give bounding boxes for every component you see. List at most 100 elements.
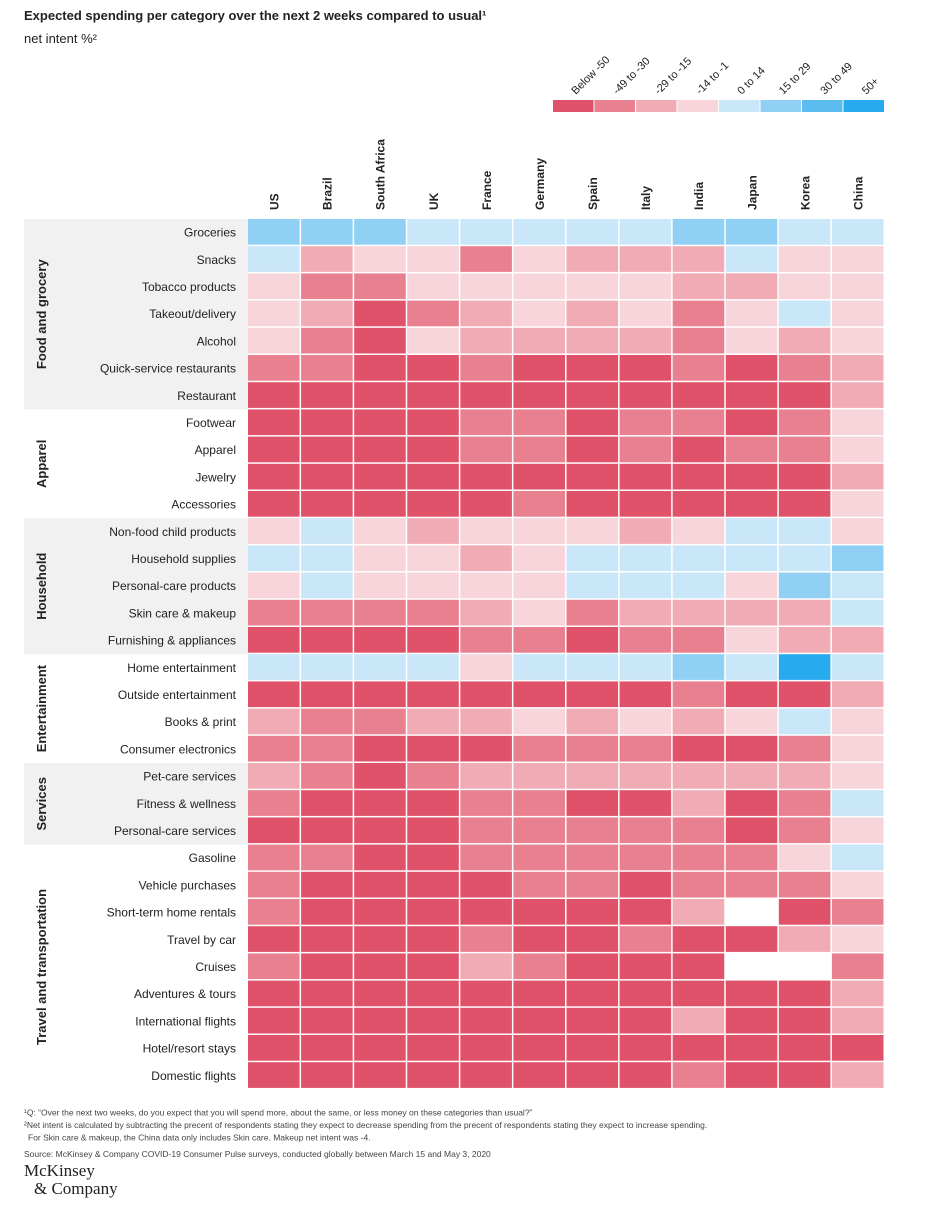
- heat-cell: [725, 844, 778, 871]
- heat-cell: [778, 246, 831, 272]
- heat-cell: [460, 953, 512, 980]
- heat-cell: [566, 735, 619, 762]
- heat-cell: [619, 871, 672, 898]
- heat-cell: [354, 409, 406, 436]
- heat-cell: [831, 681, 884, 708]
- row-label: Personal-care products: [112, 579, 236, 593]
- group-label: Apparel: [34, 440, 49, 488]
- heat-cell: [513, 409, 565, 436]
- heat-cell: [566, 273, 619, 300]
- heat-cell: [248, 790, 300, 816]
- heat-cell: [513, 246, 565, 272]
- heat-cell: [248, 735, 300, 762]
- heat-cell: [566, 599, 619, 626]
- heat-cell: [460, 463, 512, 490]
- heat-cell: [566, 980, 619, 1007]
- heat-cell: [778, 219, 831, 245]
- heat-cell: [831, 219, 884, 245]
- heat-cell: [566, 763, 619, 789]
- legend-swatch: [636, 100, 677, 112]
- row-label: Jewelry: [195, 470, 236, 484]
- heat-cell: [831, 980, 884, 1007]
- heat-cell: [566, 844, 619, 871]
- heat-cell: [672, 382, 725, 408]
- heat-cell: [460, 355, 512, 381]
- heat-cell: [831, 735, 884, 762]
- row-label: Apparel: [195, 443, 236, 457]
- heat-cell: [248, 409, 300, 436]
- heat-cell: [778, 355, 831, 381]
- group-band: [24, 518, 248, 655]
- footnote: Source: McKinsey & Company COVID-19 Cons…: [24, 1149, 491, 1159]
- heat-cell: [407, 708, 459, 735]
- heat-cell: [460, 817, 512, 844]
- heat-cell: [407, 790, 459, 816]
- heat-cell: [513, 1062, 565, 1088]
- heat-cell: [619, 1007, 672, 1034]
- heat-cell: [619, 654, 672, 680]
- heat-cell: [672, 1007, 725, 1034]
- heat-cell: [407, 1035, 459, 1061]
- heat-cell: [619, 300, 672, 327]
- heat-cell: [778, 654, 831, 680]
- heat-cell: [407, 436, 459, 463]
- heat-cell: [566, 463, 619, 490]
- heat-cell: [407, 246, 459, 272]
- heat-cell: [725, 1007, 778, 1034]
- heat-cell: [672, 681, 725, 708]
- heat-cell: [513, 219, 565, 245]
- heat-cell: [460, 871, 512, 898]
- heat-cell: [619, 627, 672, 653]
- heat-cell: [725, 980, 778, 1007]
- group-band: [24, 219, 248, 410]
- heat-cell: [831, 1035, 884, 1061]
- row-label: Quick-service restaurants: [100, 362, 236, 376]
- heat-cell: [248, 817, 300, 844]
- heat-cell: [460, 627, 512, 653]
- heat-cell: [725, 790, 778, 816]
- heat-cell: [301, 654, 353, 680]
- footnote: For Skin care & makeup, the China data o…: [28, 1132, 371, 1142]
- heat-cell: [248, 1007, 300, 1034]
- heat-cell: [831, 409, 884, 436]
- heat-cell: [248, 899, 300, 925]
- heat-cell: [513, 627, 565, 653]
- row-label: Personal-care services: [114, 824, 236, 838]
- heat-cell: [566, 572, 619, 599]
- row-label: Travel by car: [167, 933, 236, 947]
- heat-cell: [301, 273, 353, 300]
- heat-cell: [354, 518, 406, 544]
- heat-cell: [672, 871, 725, 898]
- row-label: Restaurant: [177, 389, 236, 403]
- heat-cell: [778, 844, 831, 871]
- heat-cell: [725, 953, 778, 980]
- heat-cell: [460, 518, 512, 544]
- heat-cell: [619, 681, 672, 708]
- heat-cell: [460, 436, 512, 463]
- heat-cell: [778, 599, 831, 626]
- column-label: India: [692, 182, 706, 210]
- heat-cell: [301, 844, 353, 871]
- heat-cell: [619, 899, 672, 925]
- heat-cell: [778, 817, 831, 844]
- column-label: China: [851, 176, 865, 210]
- heat-cell: [725, 409, 778, 436]
- heat-cell: [831, 246, 884, 272]
- heat-cell: [460, 708, 512, 735]
- heat-cell: [513, 871, 565, 898]
- heat-cell: [460, 246, 512, 272]
- heat-cell: [725, 763, 778, 789]
- legend-label: Below -50: [569, 54, 612, 97]
- row-label: Takeout/delivery: [149, 307, 236, 321]
- heat-cell: [725, 572, 778, 599]
- heat-cell: [831, 926, 884, 952]
- heat-cell: [831, 300, 884, 327]
- heat-cell: [566, 627, 619, 653]
- row-label: Groceries: [184, 226, 236, 240]
- heat-cell: [248, 926, 300, 952]
- heat-cell: [831, 790, 884, 816]
- heat-cell: [248, 572, 300, 599]
- heat-cell: [460, 681, 512, 708]
- heat-cell: [619, 1062, 672, 1088]
